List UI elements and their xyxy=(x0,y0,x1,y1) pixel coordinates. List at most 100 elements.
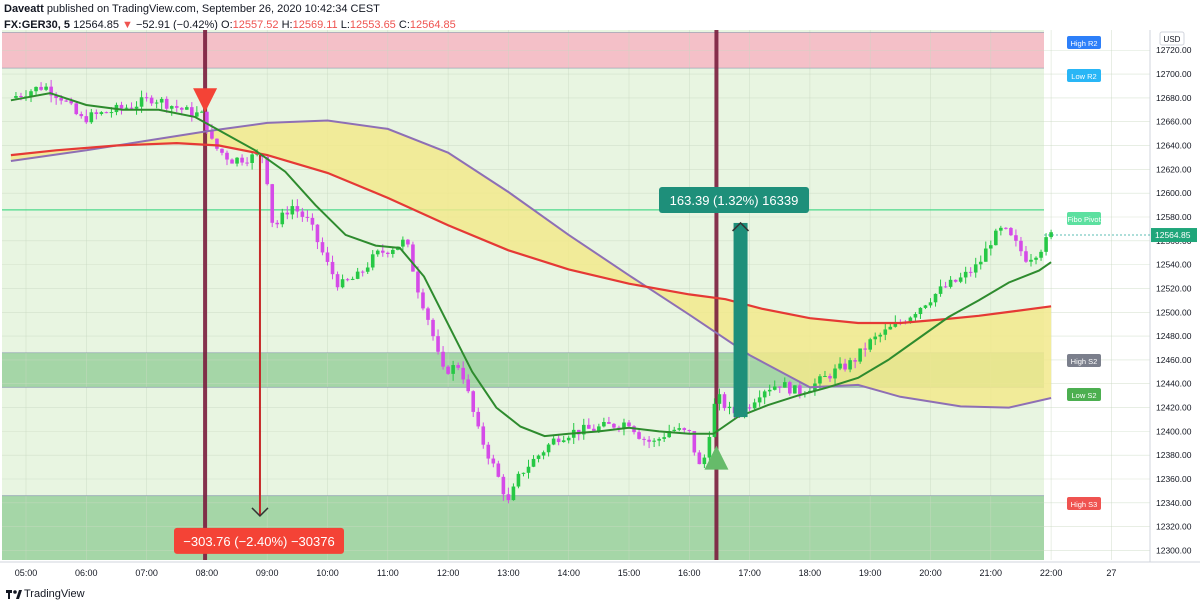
candle xyxy=(74,101,79,116)
candle-body xyxy=(647,439,651,442)
measure-label-bg xyxy=(174,527,344,554)
candle xyxy=(174,99,179,113)
candle xyxy=(235,157,239,167)
candle-body xyxy=(190,107,194,117)
candle xyxy=(471,390,476,417)
candle-body xyxy=(124,107,129,109)
candle-body xyxy=(1049,232,1053,238)
price-tick-label: 12640.00 xyxy=(1156,141,1192,151)
candle xyxy=(566,435,571,444)
candle-body xyxy=(1029,259,1033,262)
candle xyxy=(692,430,697,456)
candle xyxy=(69,97,74,106)
candle xyxy=(104,111,109,114)
candle-body xyxy=(823,375,827,377)
candle-body xyxy=(245,162,249,164)
candle xyxy=(250,151,254,170)
pivot-label-3: High S2 xyxy=(1067,354,1101,367)
time-tick-label: 06:00 xyxy=(75,568,98,578)
measure-tools[interactable]: −303.76 (−2.40%) −30376 163.39 (1.32%) 16… xyxy=(174,155,809,554)
candle-body xyxy=(521,472,526,474)
candle xyxy=(526,459,531,479)
candle xyxy=(682,427,687,434)
pivot-label-text: Low S2 xyxy=(1071,391,1096,400)
candle-body xyxy=(200,111,204,113)
change-arrow-icon: ▼ xyxy=(122,19,133,31)
candle xyxy=(848,357,852,373)
candle-body xyxy=(858,348,862,362)
candle xyxy=(1044,233,1048,256)
candle xyxy=(878,332,883,343)
candle-body xyxy=(210,130,214,139)
candle xyxy=(838,357,842,371)
price-tick-label: 12620.00 xyxy=(1156,164,1192,174)
high-label: H: xyxy=(281,19,293,31)
candle-body xyxy=(295,206,300,212)
candle-body xyxy=(747,407,752,409)
candle xyxy=(978,255,983,270)
candle xyxy=(953,279,958,283)
price-tick-label: 12460.00 xyxy=(1156,355,1192,365)
candle xyxy=(461,361,465,384)
candle xyxy=(481,422,486,449)
time-tick-label: 09:00 xyxy=(256,568,279,578)
candles xyxy=(14,79,1053,504)
candle xyxy=(581,418,586,440)
candle xyxy=(963,266,968,284)
published-text: published on TradingView.com, September … xyxy=(46,3,380,15)
buy-signal-icon xyxy=(704,445,729,470)
footer: TradingView xyxy=(0,584,400,604)
candle-body xyxy=(1024,251,1028,262)
pivot-label-bg xyxy=(1067,354,1101,367)
candle-body xyxy=(622,422,626,429)
author-name[interactable]: Daveatt xyxy=(4,3,44,15)
candle xyxy=(868,337,872,353)
candle-body xyxy=(380,250,385,253)
pivot-label-1: Low R2 xyxy=(1067,69,1101,82)
price-tick-label: 12500.00 xyxy=(1156,307,1192,317)
candle xyxy=(516,471,521,489)
candle-body xyxy=(687,429,692,431)
candle xyxy=(627,419,631,427)
candle-body xyxy=(541,452,546,456)
candle xyxy=(164,96,169,113)
open-label: O: xyxy=(221,19,233,31)
candle-body xyxy=(386,252,390,254)
pivot-label-0: High R2 xyxy=(1067,36,1101,49)
candle xyxy=(149,95,154,106)
time-tick-label: 18:00 xyxy=(799,568,822,578)
candle xyxy=(411,241,415,272)
candle-body xyxy=(612,423,616,428)
measure-label-bg xyxy=(659,186,809,213)
candle-body xyxy=(677,428,682,430)
measure-label: −303.76 (−2.40%) −30376 xyxy=(183,534,334,549)
candle xyxy=(823,370,827,377)
candle-body xyxy=(923,305,928,308)
measure-0[interactable]: −303.76 (−2.40%) −30376 xyxy=(174,155,344,554)
candle xyxy=(190,102,194,122)
candle xyxy=(426,306,430,326)
candle-body xyxy=(752,402,757,409)
price-tick-label: 12300.00 xyxy=(1156,545,1192,555)
candle-body xyxy=(325,252,330,262)
candle-body xyxy=(154,102,159,104)
time-tick-label: 05:00 xyxy=(15,568,38,578)
candle-body xyxy=(335,274,340,288)
footer-brand[interactable]: TradingView xyxy=(24,588,85,600)
candle xyxy=(466,374,470,394)
candle-body xyxy=(973,264,978,273)
candle xyxy=(195,106,199,119)
symbol-label[interactable]: FX:GER30, 5 xyxy=(4,19,71,31)
time-tick-label: 14:00 xyxy=(557,568,580,578)
candle xyxy=(1004,227,1008,230)
candle-body xyxy=(913,314,918,318)
candle-body xyxy=(406,239,410,245)
candle-body xyxy=(426,308,430,320)
candle-body xyxy=(888,326,893,330)
time-axis[interactable]: 05:00 06:00 07:00 08:00 09:00 10:00 11:00 12:00… xyxy=(15,568,1117,578)
measure-1[interactable]: 163.39 (1.32%) 16339 xyxy=(659,186,809,418)
candle xyxy=(853,357,857,369)
candle-body xyxy=(441,351,445,367)
candle xyxy=(185,105,189,110)
